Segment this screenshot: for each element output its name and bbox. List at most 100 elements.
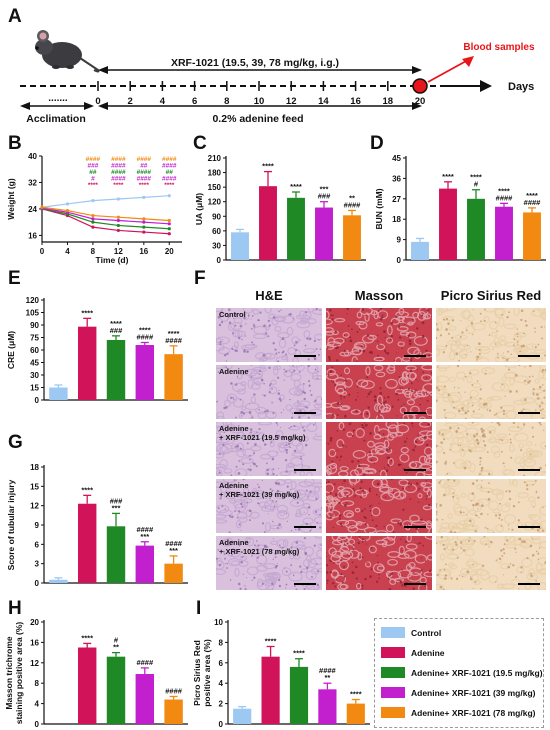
y-tick-label: 15: [30, 384, 39, 393]
significance-label: ####: [319, 666, 337, 675]
panel-letter-g: G: [8, 432, 23, 453]
micrograph-image: Adenine: [216, 365, 322, 419]
y-tick-label: 0: [217, 256, 222, 265]
blood-samples-label: Blood samples: [463, 42, 535, 53]
micrograph-image: [326, 365, 432, 419]
significance-label: ####: [165, 539, 183, 548]
significance-label: ***: [320, 185, 329, 194]
sirius-area-bar-chart: Picro Sirius Red positive area (%) 0 2 4 6 8 10…: [192, 618, 370, 729]
y-axis-label: Masson trichrome: [4, 636, 14, 709]
y-tick-label: 12: [30, 502, 39, 511]
y-tick-label: 9: [35, 521, 40, 530]
bar: [106, 340, 126, 400]
significance-label: ****: [168, 329, 180, 338]
bar: [77, 503, 97, 583]
y-tick-label: 105: [26, 309, 40, 318]
series-point: [91, 225, 95, 229]
scale-bar: [518, 355, 540, 357]
y-tick-label: 16: [30, 638, 39, 647]
y-axis-label: Picro Sirius Red: [192, 640, 202, 706]
series-line: [41, 206, 170, 222]
y-axis-label: Weight (g): [6, 178, 16, 220]
scale-bar: [294, 355, 316, 357]
bar: [289, 666, 309, 724]
scale-bar: [518, 583, 540, 585]
x-tick-label: 12: [114, 247, 123, 256]
significance-label: **: [324, 673, 330, 682]
micrograph-image: [326, 422, 432, 476]
series-point: [142, 217, 146, 221]
series-line: [41, 208, 170, 235]
timeline-tick-label: 0: [95, 96, 100, 107]
y-axis-label: BUN (mM): [374, 188, 384, 229]
series-line: [41, 208, 170, 230]
significance-label: ####: [165, 686, 183, 695]
micrograph-image: Control: [216, 308, 322, 362]
y-tick-label: 27: [392, 195, 401, 204]
series-point: [116, 228, 120, 233]
micrograph-image: [436, 536, 546, 590]
blood-arrow: [427, 59, 469, 83]
y-tick-label: 20: [30, 618, 39, 627]
significance-label: ####: [344, 200, 362, 209]
acclimation-label: Acclimation: [26, 113, 86, 125]
scale-bar: [404, 469, 426, 471]
y-tick-label: 24: [28, 205, 37, 214]
micrograph-row-label: Control: [219, 310, 246, 319]
micrograph-row-label: Adenine + XRF-1021 (19.5 mg/kg): [219, 424, 306, 442]
legend-label: Adenine+ XRF-1021 (39 mg/kg): [411, 687, 536, 698]
significance-label: ####: [136, 525, 154, 534]
x-tick-label: 8: [91, 247, 96, 256]
legend-item-xrf-39: Adenine+ XRF-1021 (39 mg/kg): [381, 687, 535, 701]
bar: [318, 689, 337, 724]
legend-label: Adenine+ XRF-1021 (78 mg/kg): [411, 707, 536, 718]
micrograph-image: [436, 479, 546, 533]
bar: [495, 206, 513, 260]
significance-label: ####: [162, 156, 177, 163]
legend-item-adenine: Adenine: [381, 647, 445, 661]
significance-label: ####: [136, 658, 154, 667]
series-point: [167, 227, 171, 231]
significance-label: ****: [139, 326, 151, 335]
significance-label: #: [474, 180, 479, 189]
bar: [315, 207, 333, 260]
y-tick-label: 18: [30, 463, 39, 472]
timeline-tick-label: 8: [224, 96, 229, 107]
x-axis-label: Time (d): [96, 255, 129, 265]
significance-label: **: [349, 193, 355, 202]
bar: [164, 354, 183, 400]
timeline-tick-label: 12: [286, 96, 297, 107]
significance-label: ####: [111, 156, 126, 163]
y-tick-label: 150: [208, 183, 222, 192]
scale-bar: [518, 526, 540, 528]
y-tick-label: 0: [397, 256, 402, 265]
y-tick-label: 10: [214, 618, 223, 627]
significance-label: ####: [137, 176, 152, 183]
bar: [343, 215, 361, 260]
significance-label: ###: [110, 496, 123, 505]
series-point: [91, 213, 95, 218]
series-point: [167, 232, 171, 236]
timeline-tick-label: 18: [383, 96, 394, 107]
significance-label: ****: [81, 485, 93, 494]
significance-label: ####: [162, 163, 177, 170]
y-axis-label: Score of tubular injury: [6, 479, 16, 570]
y-tick-label: 30: [212, 241, 221, 250]
legend-swatch: [381, 667, 405, 679]
significance-label: ****: [265, 636, 277, 645]
series-point: [142, 230, 146, 234]
micrograph-image: Adenine + XRF-1021 (19.5 mg/kg): [216, 422, 322, 476]
micrograph-image: [436, 422, 546, 476]
y-tick-label: 60: [30, 346, 39, 355]
bar: [439, 188, 457, 260]
timeline-tick-label: 10: [254, 96, 265, 107]
micrograph-row-label: Adenine + XRF-1021 (78 mg/kg): [219, 538, 300, 556]
bar: [261, 656, 280, 724]
y-tick-label: 0: [35, 396, 40, 405]
y-tick-label: 12: [30, 659, 39, 668]
x-tick-label: 4: [65, 247, 70, 256]
x-tick-label: 20: [165, 247, 174, 256]
significance-label: ****: [81, 633, 93, 642]
y-axis-label: CRE (μM): [6, 331, 16, 369]
y-tick-label: 32: [28, 178, 37, 187]
